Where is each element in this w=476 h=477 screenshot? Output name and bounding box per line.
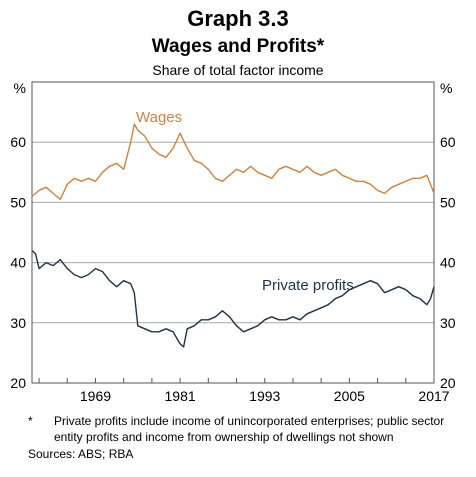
sources: Sources: ABS; RBA [28,447,134,461]
y-tick-label-right: 50 [440,194,456,210]
x-tick-label: 2017 [418,388,449,404]
x-tick-label: 1969 [80,388,111,404]
y-tick-label-left: 30 [10,315,26,331]
chart-caption: Share of total factor income [152,62,324,78]
chart-title: Graph 3.3 [187,6,289,31]
y-tick-label-left: 40 [10,255,26,271]
series-label-private-profits: Private profits [262,277,354,294]
footnote-text: Private profits include income of uninco… [54,414,445,444]
y-tick-label-right: 60 [440,134,456,150]
series-line-wages [31,123,435,201]
series-line-private-profits [31,250,435,348]
y-unit-right: % [440,80,452,96]
footnote-mark: * [28,414,33,428]
y-tick-label-right: 30 [440,315,456,331]
y-tick-label-left: 20 [10,375,26,391]
y-tick-label-left: 50 [10,194,26,210]
series-label-wages: Wages [136,109,182,126]
footnote: * Private profits include income of unin… [28,413,468,445]
plot-frame [31,81,435,384]
x-tick-label: 2005 [334,388,365,404]
x-tick-label: 1981 [165,388,196,404]
y-unit-left: % [14,80,26,96]
x-tick-label: 1993 [249,388,280,404]
y-tick-label-right: 40 [440,255,456,271]
y-tick-label-left: 60 [10,134,26,150]
chart-subtitle: Wages and Profits* [151,36,325,57]
y-tick-label-right: 20 [440,375,456,391]
